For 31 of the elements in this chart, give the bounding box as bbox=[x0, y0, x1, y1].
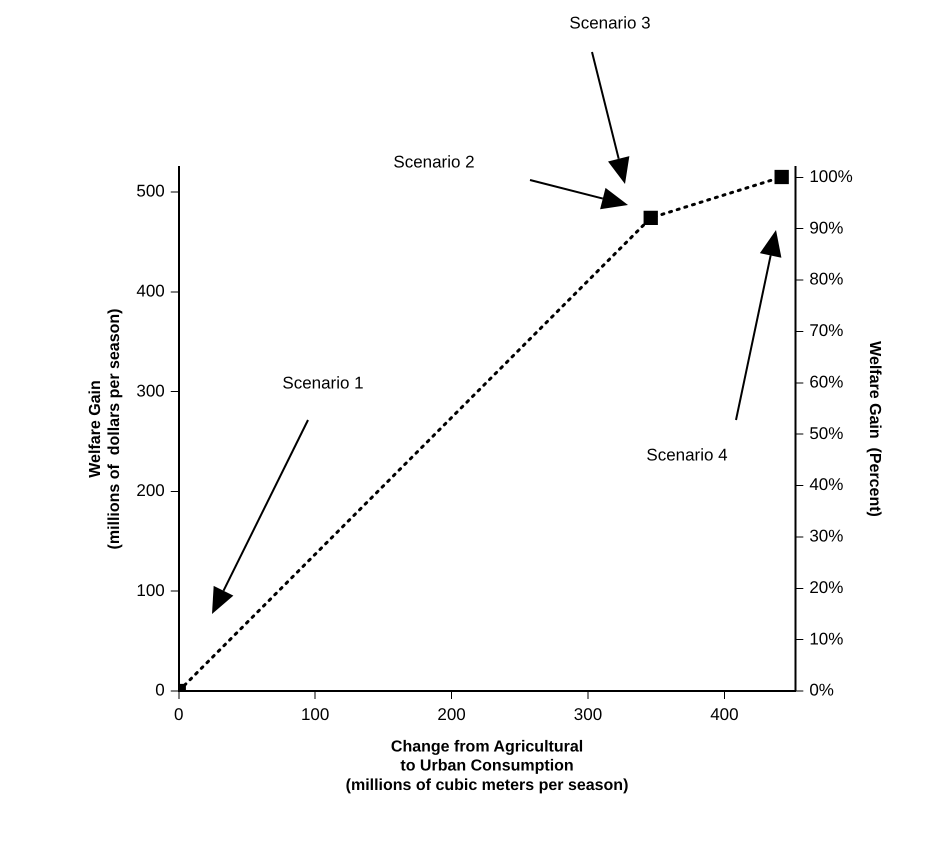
annotation: Scenario 4 bbox=[646, 446, 728, 465]
y2-tick-label: 10% bbox=[809, 629, 844, 648]
point bbox=[644, 210, 658, 226]
x-tick-label: 0 bbox=[174, 704, 184, 724]
y2-tick-label: 50% bbox=[809, 424, 844, 443]
y2-tick-label: 40% bbox=[809, 475, 844, 494]
y2-tick-label: 0% bbox=[809, 680, 834, 700]
annotation: Scenario 1 bbox=[282, 374, 364, 393]
y-tick-label: 300 bbox=[136, 381, 165, 400]
y2-tick-label: 20% bbox=[809, 578, 844, 597]
y2-tick-label: 80% bbox=[809, 270, 844, 289]
x-tick-label: 200 bbox=[437, 704, 466, 724]
annotation: Scenario 2 bbox=[393, 152, 475, 172]
y-tick-label: 500 bbox=[136, 182, 165, 201]
y2-tick-label: 60% bbox=[809, 372, 844, 392]
y2-tick-label: 100% bbox=[809, 166, 853, 186]
y-tick-label: 0 bbox=[155, 680, 165, 700]
y-tick-label: 100 bbox=[136, 580, 165, 600]
y-axis-title: Welfare Gain (millions of dollars per season) bbox=[87, 308, 124, 550]
y-tick-label: 400 bbox=[136, 281, 165, 300]
x-tick-label: 100 bbox=[300, 704, 330, 724]
y2-tick-label: 30% bbox=[809, 526, 844, 546]
point bbox=[774, 170, 789, 184]
x-tick-label: 400 bbox=[710, 704, 739, 724]
y2-tick-label: 90% bbox=[809, 218, 844, 238]
x-axis-title: Change from Agricultural to Urban Consumption (millions of cubic meters per season) bbox=[346, 738, 628, 794]
text: Scenario 3 bbox=[569, 14, 651, 33]
y-tick-label: 200 bbox=[136, 481, 165, 500]
y2-axis-title: Welfare Gain (Percent) bbox=[866, 341, 883, 517]
x-tick-label: 300 bbox=[574, 704, 602, 724]
y2-tick-label: 70% bbox=[809, 321, 844, 340]
